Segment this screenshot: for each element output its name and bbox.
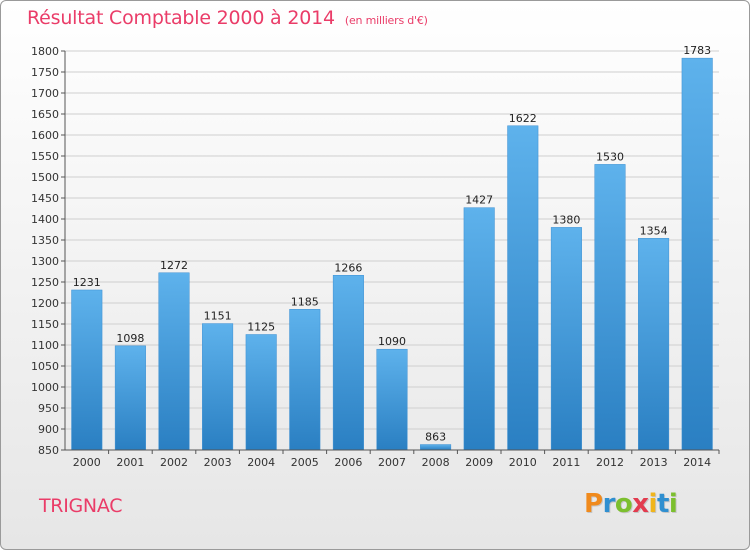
x-tick-label: 2003 xyxy=(204,456,232,469)
y-tick-label: 1100 xyxy=(31,339,59,352)
bar-value-label: 1380 xyxy=(552,213,580,226)
bar xyxy=(332,275,364,451)
x-tick-label: 2008 xyxy=(422,456,450,469)
bar xyxy=(681,57,713,451)
bar-value-label: 1231 xyxy=(73,276,101,289)
y-tick-label: 1000 xyxy=(31,381,59,394)
y-tick-label: 1250 xyxy=(31,276,59,289)
x-tick-label: 2013 xyxy=(640,456,668,469)
y-tick-label: 1800 xyxy=(31,45,59,58)
bar-value-label: 1185 xyxy=(291,295,319,308)
y-tick-label: 1700 xyxy=(31,87,59,100)
bar-value-label: 1783 xyxy=(683,44,711,57)
y-tick-label: 1150 xyxy=(31,318,59,331)
commune-name: TRIGNAC xyxy=(39,495,123,517)
x-tick-label: 2004 xyxy=(247,456,275,469)
x-tick-label: 2000 xyxy=(73,456,101,469)
logo-letter: o xyxy=(614,489,633,519)
y-tick-label: 900 xyxy=(38,423,59,436)
logo-letter: t xyxy=(656,489,669,519)
x-tick-label: 2002 xyxy=(160,456,188,469)
y-tick-label: 1300 xyxy=(31,255,59,268)
logo-letter: P xyxy=(584,489,603,519)
x-axis: 2000 2001 2002 2003 2004 2005 2006 2007 2008 2009… xyxy=(65,449,720,469)
bar-value-label: 863 xyxy=(425,431,446,444)
x-tick-label: 2001 xyxy=(116,456,144,469)
logo-letter: i xyxy=(648,489,658,519)
bar-value-label: 1151 xyxy=(204,310,232,323)
y-tick-label: 1600 xyxy=(31,129,59,142)
title-text: Résultat Comptable 2000 à 2014 xyxy=(27,7,335,29)
bar-value-label: 1427 xyxy=(465,194,493,207)
bar xyxy=(594,164,626,451)
x-tick-label: 2011 xyxy=(552,456,580,469)
bar xyxy=(507,125,539,451)
y-tick-label: 1500 xyxy=(31,171,59,184)
y-tick-label: 1750 xyxy=(31,66,59,79)
bar xyxy=(158,272,190,451)
x-tick-label: 2014 xyxy=(683,456,711,469)
bar-value-label: 1098 xyxy=(116,332,144,345)
bar-value-label: 1272 xyxy=(160,259,188,272)
bar xyxy=(245,334,277,451)
bars: 1231 1098 1272 1151 1125 1185 1266 1090 863 1427 1… xyxy=(71,44,713,451)
bar-value-label: 1125 xyxy=(247,321,275,334)
y-axis: 850 900 950 1000 1050 1100 1150 1200 1250 1300 135… xyxy=(31,45,66,457)
y-tick-label: 1400 xyxy=(31,213,59,226)
x-tick-label: 2007 xyxy=(378,456,406,469)
x-tick-label: 2012 xyxy=(596,456,624,469)
proxiti-logo: Proxiti xyxy=(584,489,678,519)
y-tick-label: 1550 xyxy=(31,150,59,163)
x-tick-label: 2010 xyxy=(509,456,537,469)
bar-value-label: 1090 xyxy=(378,335,406,348)
chart-title: Résultat Comptable 2000 à 2014 (en millie… xyxy=(27,7,428,29)
bar-value-label: 1530 xyxy=(596,150,624,163)
logo-letter: i xyxy=(668,489,678,519)
bar xyxy=(114,345,146,451)
bar xyxy=(420,444,452,451)
bar-value-label: 1354 xyxy=(640,224,668,237)
x-tick-label: 2006 xyxy=(334,456,362,469)
bar xyxy=(638,238,670,451)
y-tick-label: 1050 xyxy=(31,360,59,373)
y-tick-label: 1350 xyxy=(31,234,59,247)
bar xyxy=(289,309,321,451)
x-tick-label: 2009 xyxy=(465,456,493,469)
y-tick-label: 1450 xyxy=(31,192,59,205)
bar xyxy=(550,227,582,451)
y-tick-label: 850 xyxy=(38,444,59,457)
logo-letter: r xyxy=(602,489,616,519)
bar xyxy=(202,323,234,451)
y-tick-label: 1200 xyxy=(31,297,59,310)
unit-note: (en milliers d'€) xyxy=(344,14,428,27)
y-tick-label: 950 xyxy=(38,402,59,415)
bar xyxy=(71,289,103,451)
logo-letter: x xyxy=(632,489,649,519)
bar-value-label: 1622 xyxy=(509,112,537,125)
bar xyxy=(463,207,495,451)
bar xyxy=(376,348,408,451)
y-tick-label: 1650 xyxy=(31,108,59,121)
x-tick-label: 2005 xyxy=(291,456,319,469)
bar-value-label: 1266 xyxy=(334,261,362,274)
